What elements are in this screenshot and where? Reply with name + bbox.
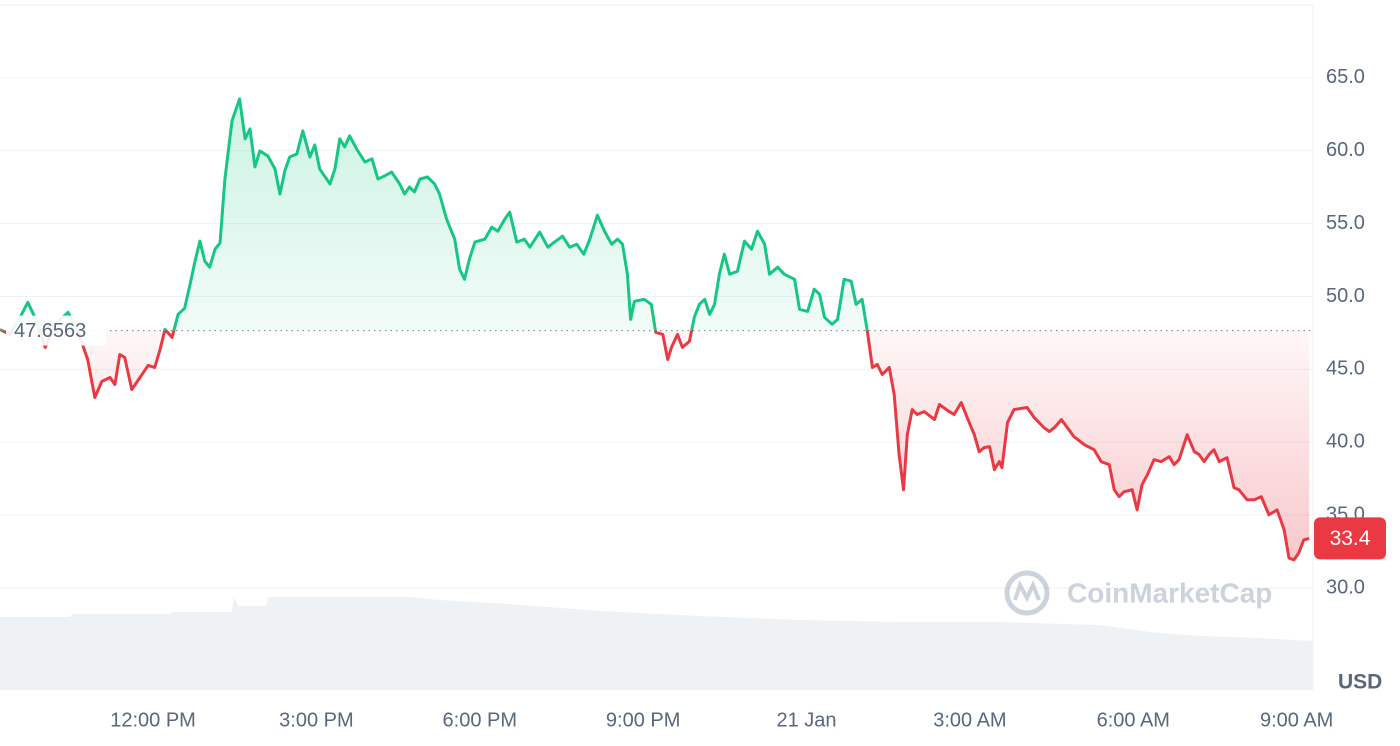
watermark: CoinMarketCap	[1004, 570, 1272, 616]
y-tick-label: 30.0	[1326, 576, 1365, 598]
y-tick-label: 50.0	[1326, 285, 1365, 307]
x-tick-label: 12:00 PM	[110, 709, 196, 731]
plot-area	[0, 97, 1313, 562]
x-tick-label: 6:00 AM	[1097, 709, 1170, 731]
x-tick-label: 9:00 PM	[606, 709, 680, 731]
labels: 30.035.040.045.050.055.060.065.012:00 PM…	[6, 66, 1386, 731]
last-price-bg	[1314, 517, 1386, 560]
volume-bars	[0, 597, 1313, 690]
price-line	[0, 97, 1310, 562]
y-tick-label: 40.0	[1326, 431, 1365, 453]
x-tick-label: 3:00 AM	[933, 709, 1006, 731]
x-tick-label: 9:00 AM	[1260, 709, 1333, 731]
x-tick-label: 21 Jan	[777, 709, 837, 731]
x-tick-label: 3:00 PM	[279, 709, 353, 731]
last-price-label: 33.4	[1330, 527, 1371, 550]
unit-label: USD	[1338, 671, 1382, 694]
watermark-text: CoinMarketCap	[1067, 577, 1272, 608]
x-tick-label: 6:00 PM	[443, 709, 517, 731]
baseline-label-bg	[6, 315, 106, 346]
y-tick-label: 55.0	[1326, 212, 1365, 234]
y-tick-label: 60.0	[1326, 139, 1365, 161]
y-tick-label: 65.0	[1326, 66, 1365, 88]
y-tick-label: 45.0	[1326, 358, 1365, 380]
baseline-label: 47.6563	[14, 320, 86, 342]
